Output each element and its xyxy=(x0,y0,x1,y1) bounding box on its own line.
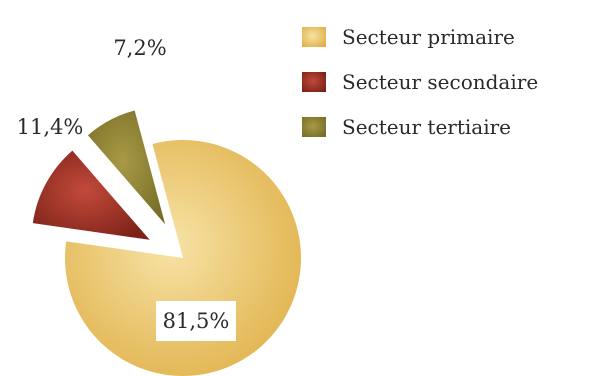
legend-swatch-secondary xyxy=(302,72,326,92)
legend-label-secondary: Secteur secondaire xyxy=(342,70,538,94)
legend-label-primary: Secteur primaire xyxy=(342,25,515,49)
pie-slice-secondary xyxy=(32,150,150,240)
legend: Secteur primaire Secteur secondaire Sect… xyxy=(302,25,538,139)
slice-label-secondary: 11,4% xyxy=(17,115,84,139)
slice-label-box-primary xyxy=(156,301,236,341)
legend-swatch-primary xyxy=(302,27,326,47)
slice-label-tertiary: 7,2% xyxy=(113,36,166,60)
legend-swatch-tertiary xyxy=(302,117,326,137)
slice-label-primary: 81,5% xyxy=(163,309,230,333)
legend-label-tertiary: Secteur tertiaire xyxy=(342,115,511,139)
pie-slice-tertiary xyxy=(87,110,166,225)
pie-slice-primary xyxy=(64,140,302,376)
